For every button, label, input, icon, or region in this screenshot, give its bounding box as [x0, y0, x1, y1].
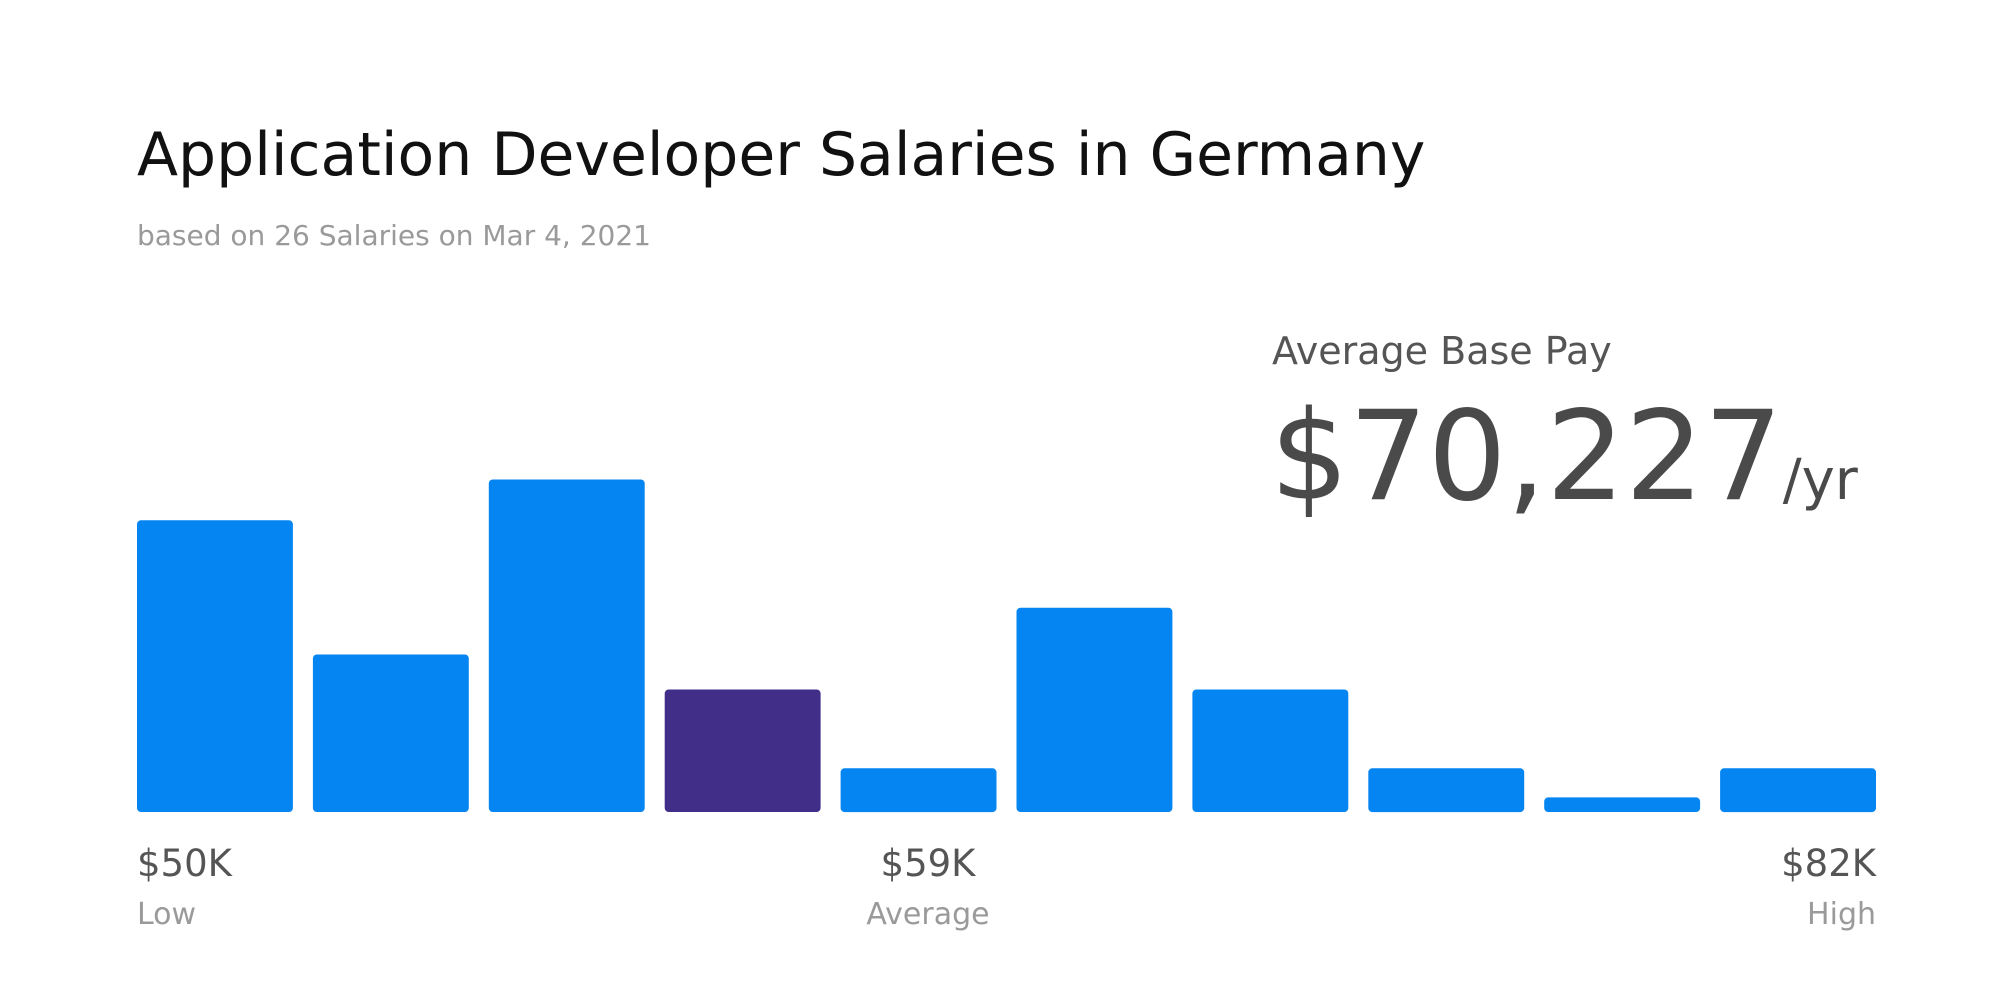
x-tick-low-label: Low — [137, 897, 197, 932]
average-pay-unit: /yr — [1782, 448, 1858, 513]
x-tick-low-value: $50K — [137, 842, 232, 885]
chart-title: Application Developer Salaries in German… — [137, 120, 1426, 190]
histogram-bar — [137, 520, 293, 812]
histogram-bar — [1016, 607, 1173, 812]
average-pay-amount: $70,227 — [1270, 385, 1783, 529]
x-tick-high-value: $82K — [1781, 842, 1876, 885]
x-tick-average-label: Average — [866, 897, 990, 932]
average-base-pay-value: $70,227/yr — [1270, 395, 1858, 519]
histogram-bar — [312, 654, 469, 812]
histogram-bar — [840, 768, 997, 813]
x-tick-high-label: High — [1807, 897, 1876, 932]
x-tick-average-value: $59K — [880, 842, 976, 885]
histogram-bar — [488, 479, 645, 812]
histogram-bar — [1192, 689, 1349, 812]
histogram-bar-highlighted — [664, 689, 821, 812]
average-base-pay-label: Average Base Pay — [1272, 329, 1612, 373]
histogram-bar — [1720, 768, 1876, 813]
chart-subtitle: based on 26 Salaries on Mar 4, 2021 — [137, 219, 651, 252]
histogram-bar — [1368, 768, 1525, 813]
histogram-bar — [1544, 797, 1701, 812]
